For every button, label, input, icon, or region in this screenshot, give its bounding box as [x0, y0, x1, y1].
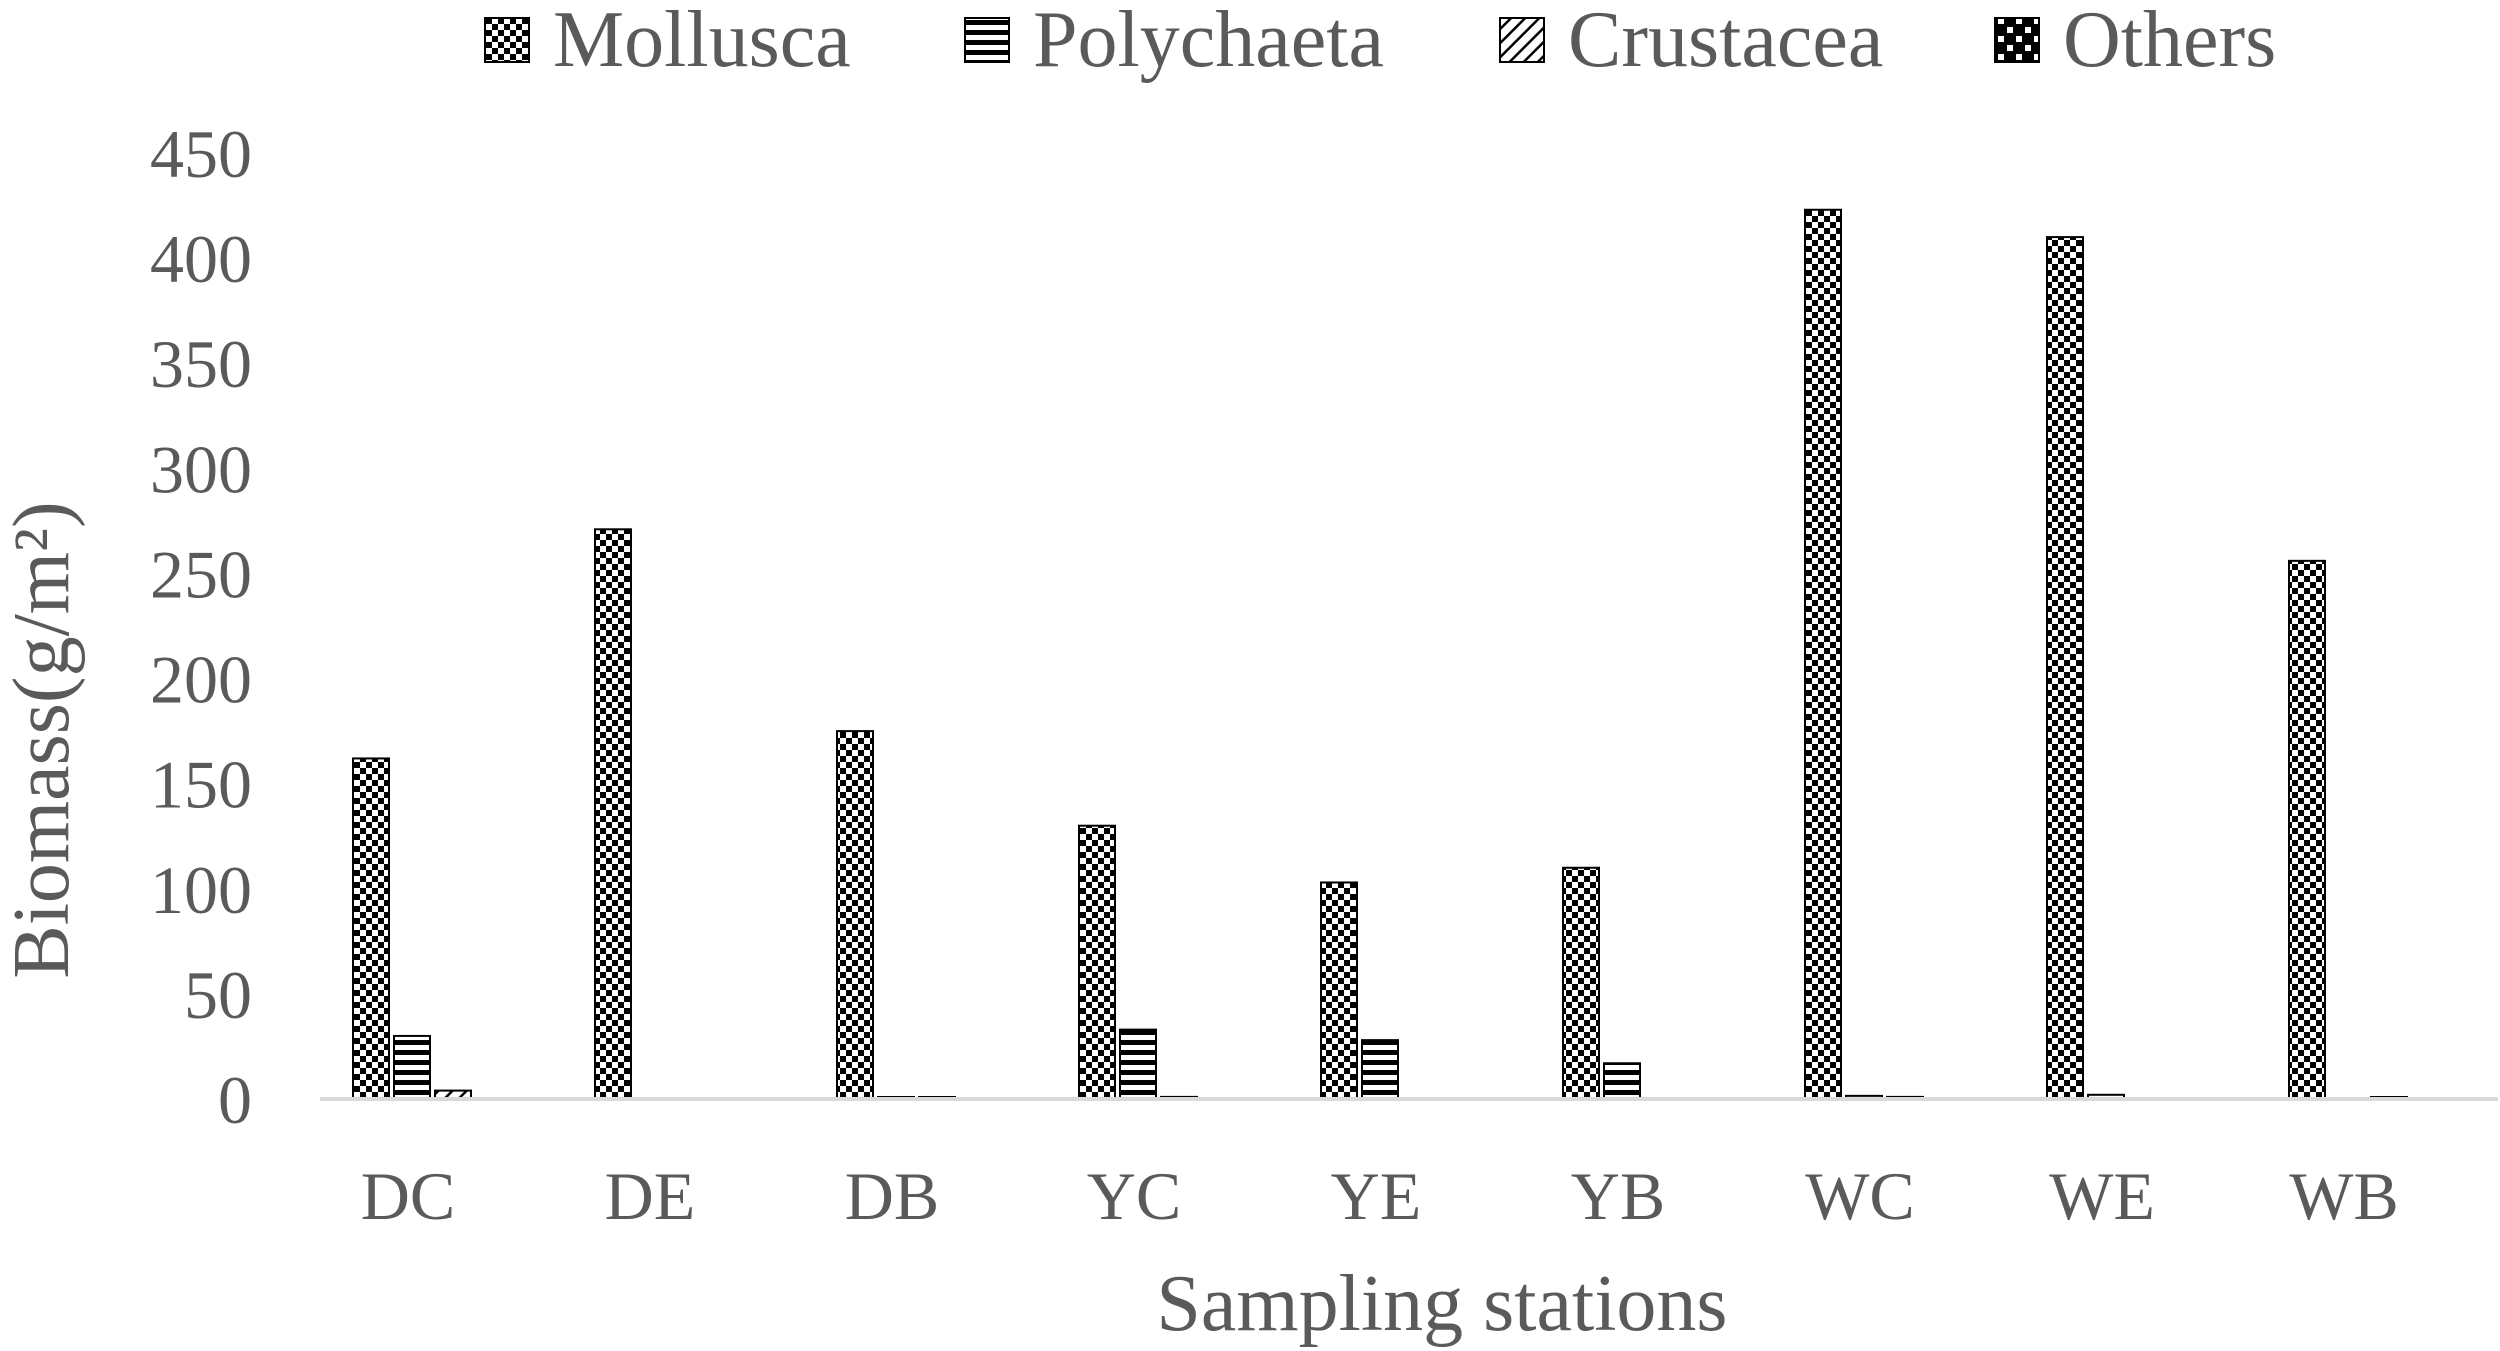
- bar-mollusca-ye: [1320, 881, 1358, 1101]
- bar-mollusca-yc: [1078, 824, 1116, 1100]
- legend-swatch-crustacea: [1499, 17, 1545, 63]
- x-axis-label: Sampling stations: [1156, 1260, 1727, 1348]
- x-tick-label: YC: [1087, 1158, 1181, 1234]
- bars: [352, 208, 2408, 1101]
- y-tick-label: 400: [150, 221, 252, 297]
- bar-polychaeta-dc: [393, 1034, 431, 1101]
- legend-label-others: Others: [2063, 0, 2276, 84]
- legend-label-mollusca: Mollusca: [553, 0, 851, 84]
- legend-swatch-mollusca: [484, 17, 530, 63]
- x-axis-ticks: DC DE DB YC YE YB WC WE WB: [361, 1158, 2399, 1234]
- legend-label-crustacea: Crustacea: [1568, 0, 1883, 84]
- legend-swatch-polychaeta: [964, 17, 1010, 63]
- y-axis-ticks: 0 50 100 150 200 250 300 350 400 450: [150, 116, 252, 1138]
- legend-swatch-others: [1994, 17, 2040, 63]
- bar-mollusca-dc: [352, 757, 390, 1100]
- y-tick-label: 200: [150, 642, 252, 718]
- bar-polychaeta-ye: [1361, 1039, 1399, 1101]
- bar-mollusca-de: [594, 528, 632, 1100]
- y-axis-label: Biomass(g/m²): [0, 501, 86, 978]
- x-tick-label: DC: [361, 1158, 455, 1234]
- bar-mollusca-wc: [1804, 208, 1842, 1100]
- bar-mollusca-db: [836, 730, 874, 1100]
- bar-polychaeta-yc: [1119, 1028, 1157, 1101]
- x-tick-label: YE: [1331, 1158, 1422, 1234]
- legend-label-polychaeta: Polychaeta: [1033, 0, 1384, 84]
- x-tick-label: DB: [845, 1158, 939, 1234]
- x-tick-label: WC: [1805, 1158, 1915, 1234]
- y-tick-label: 450: [150, 116, 252, 192]
- x-tick-label: WB: [2289, 1158, 2399, 1234]
- y-tick-label: 150: [150, 747, 252, 823]
- x-tick-label: DE: [605, 1158, 696, 1234]
- x-tick-label: YB: [1571, 1158, 1665, 1234]
- y-tick-label: 350: [150, 326, 252, 402]
- legend: Mollusca Polychaeta Crustacea Others: [484, 0, 2276, 84]
- y-tick-label: 250: [150, 536, 252, 612]
- bar-mollusca-wb: [2288, 559, 2326, 1100]
- y-tick-label: 50: [184, 957, 252, 1033]
- x-tick-label: WE: [2049, 1158, 2155, 1234]
- y-tick-label: 100: [150, 852, 252, 928]
- y-tick-label: 300: [150, 431, 252, 507]
- bar-polychaeta-yb: [1603, 1062, 1641, 1100]
- bar-mollusca-we: [2046, 236, 2084, 1101]
- y-axis-title: Biomass(g/m²): [0, 501, 86, 978]
- bar-mollusca-yb: [1562, 866, 1600, 1100]
- y-tick-label: 0: [218, 1062, 252, 1138]
